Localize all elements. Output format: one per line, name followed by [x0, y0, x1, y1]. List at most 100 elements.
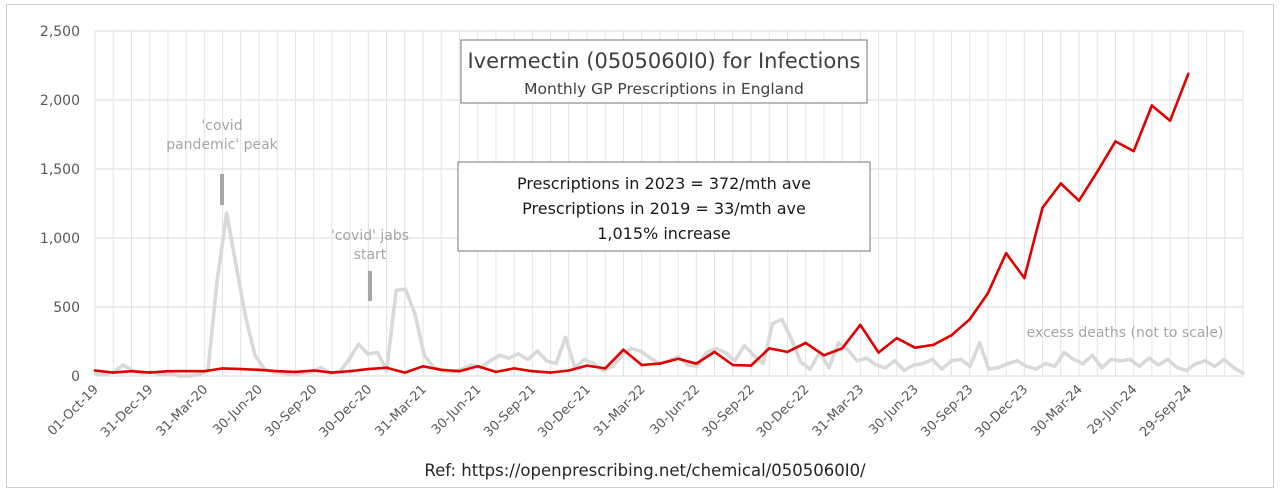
excess-deaths-segment-116 — [1184, 361, 1198, 373]
prescriptions-segment-21 — [476, 364, 498, 374]
prescriptions-segment-50 — [1004, 251, 1026, 280]
y-axis-ticks: 0 500 1,000 1,500 2,000 2,500 — [40, 24, 80, 385]
prescriptions-segment-29 — [622, 348, 644, 367]
x-tick-label-10: 31-Mar-22 — [591, 382, 648, 439]
prescriptions-segment-6 — [203, 367, 224, 373]
prescriptions-segment-31 — [658, 357, 680, 365]
prescriptions-segment-1 — [111, 369, 133, 374]
y-tick-label-1: 500 — [53, 300, 80, 316]
excess-deaths-segment-27 — [347, 342, 361, 362]
y-tick-label-4: 2,000 — [40, 93, 80, 109]
excess-deaths-segment-13 — [215, 211, 229, 282]
prescriptions-segment-7 — [221, 367, 243, 371]
excess-deaths-segment-120 — [1222, 357, 1236, 370]
excess-deaths-segment-94 — [977, 341, 991, 371]
excess-deaths-segment-76 — [808, 350, 822, 371]
excess-deaths-segment-106 — [1090, 353, 1104, 370]
excess-deaths-segment-102 — [1053, 350, 1066, 369]
excess-deaths-segment-31 — [384, 288, 398, 373]
chart-frame — [6, 4, 1274, 488]
annotation-jabs-line1: 'covid' jabs — [331, 228, 409, 244]
prescriptions-segment-19 — [439, 368, 461, 373]
prescriptions-segment-9 — [257, 368, 279, 373]
excess-deaths-segment-121 — [1231, 365, 1245, 376]
excess-deaths-segment-77 — [817, 350, 831, 370]
prescriptions-segment-39 — [804, 341, 826, 357]
excess-deaths-segment-119 — [1213, 357, 1226, 369]
annotation-jabs-line2: start — [354, 247, 387, 263]
prescriptions-segment-34 — [713, 350, 735, 367]
excess-deaths-segment-42 — [488, 353, 502, 363]
excess-deaths-segment-12 — [206, 277, 220, 373]
prescriptions-segment-11 — [294, 369, 316, 374]
prescriptions-segment-20 — [458, 364, 480, 373]
excess-deaths-segment-110 — [1128, 357, 1142, 369]
x-tick-label-20: 29-Sep-24 — [1137, 382, 1195, 440]
excess-deaths-segment-80 — [845, 347, 860, 363]
x-tick-label-2: 31-Mar-20 — [154, 382, 211, 439]
excess-deaths-segment-28 — [356, 342, 370, 356]
prescriptions-segment-13 — [330, 369, 352, 374]
excess-deaths-segment-82 — [864, 356, 878, 367]
prescriptions-segment-43 — [877, 336, 899, 354]
excess-deaths-segment-89 — [930, 357, 944, 371]
jabs-start-marker — [368, 271, 372, 301]
excess-deaths-segment-103 — [1062, 350, 1076, 362]
prescriptions-segment-56 — [1114, 140, 1135, 153]
prescriptions-segment-30 — [640, 362, 662, 367]
excess-deaths-segment-35 — [422, 353, 436, 370]
excess-deaths-segment-33 — [403, 287, 417, 316]
excess-deaths-segment-51 — [573, 357, 587, 370]
annotation-excess-deaths: excess deaths (not to scale) — [1027, 325, 1224, 341]
prescriptions-segment-45 — [913, 343, 935, 350]
x-tick-label-11: 30-Jun-22 — [648, 382, 704, 438]
excess-deaths-segment-50 — [563, 335, 577, 370]
series-prescriptions — [93, 72, 1190, 374]
prescriptions-segment-16 — [385, 366, 407, 374]
prescriptions-segment-27 — [585, 364, 607, 370]
prescriptions-segment-32 — [676, 357, 698, 365]
prescriptions-segment-12 — [312, 369, 334, 374]
y-tick-label-2: 1,000 — [40, 231, 80, 247]
excess-deaths-segment-16 — [243, 314, 257, 358]
prescriptions-segment-25 — [549, 369, 571, 374]
chart-subtitle: Monthly GP Prescriptions in England — [524, 80, 804, 98]
excess-deaths-segment-47 — [535, 349, 549, 363]
stats-increase: 1,015% increase — [597, 224, 731, 243]
excess-deaths-segment-73 — [780, 317, 794, 341]
prescriptions-segment-40 — [822, 347, 844, 357]
x-tick-label-17: 30-Dec-23 — [973, 382, 1031, 440]
prescriptions-segment-46 — [931, 333, 953, 347]
excess-deaths-segment-111 — [1137, 356, 1151, 369]
x-tick-label-16: 30-Sep-23 — [919, 382, 977, 440]
x-tick-label-13: 30-Dec-22 — [754, 382, 812, 440]
excess-deaths-segment-3 — [121, 363, 135, 373]
y-tick-label-3: 1,500 — [40, 162, 80, 178]
prescriptions-segment-14 — [348, 367, 370, 373]
x-tick-label-18: 30-Mar-24 — [1028, 382, 1085, 439]
chart-title: Ivermectin (0505060I0) for Infections — [467, 49, 860, 73]
prescriptions-segment-42 — [858, 323, 880, 354]
x-tick-label-5: 30-Dec-20 — [317, 382, 375, 440]
title-box-border — [460, 39, 868, 104]
excess-deaths-segment-92 — [958, 357, 972, 369]
annotation-jabs-start: 'covid' jabs start — [331, 228, 409, 301]
excess-deaths-segment-49 — [554, 335, 568, 366]
prescriptions-segment-48 — [968, 291, 990, 321]
annotation-pandemic-line2: pandemic' peak — [166, 137, 278, 153]
excess-deaths-segment-71 — [761, 321, 775, 366]
prescriptions-segment-36 — [749, 347, 771, 367]
prescriptions-segment-49 — [986, 251, 1008, 295]
excess-deaths-segment-55 — [610, 353, 624, 369]
x-tick-label-19: 29-Jun-24 — [1085, 382, 1141, 438]
prescriptions-segment-2 — [130, 369, 151, 374]
prescriptions-segment-38 — [786, 341, 808, 354]
excess-deaths-segment-34 — [413, 312, 427, 358]
excess-deaths-segment-93 — [968, 341, 982, 369]
prescriptions-segment-44 — [895, 336, 917, 350]
excess-deaths-segment-100 — [1034, 361, 1048, 371]
prescriptions-segment-51 — [1023, 206, 1044, 280]
prescriptions-segment-24 — [530, 369, 552, 374]
excess-deaths-segment-90 — [940, 358, 954, 371]
